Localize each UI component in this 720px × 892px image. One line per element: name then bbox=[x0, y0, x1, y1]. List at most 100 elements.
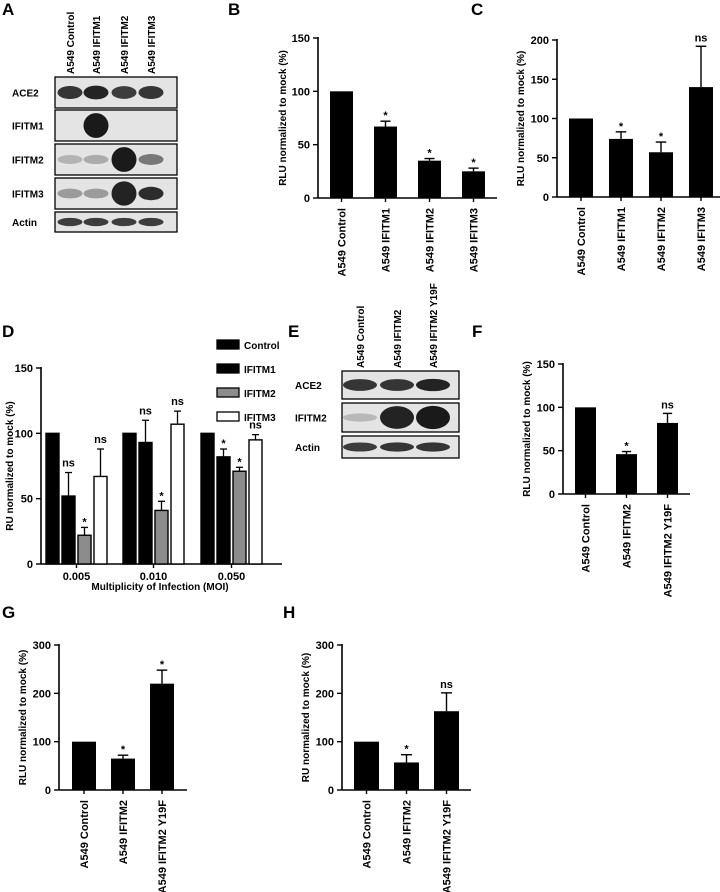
bar bbox=[462, 171, 485, 198]
bar bbox=[616, 454, 637, 494]
significance-label: * bbox=[624, 441, 629, 453]
lane-label: A549 IFITM2 Y19F bbox=[429, 283, 440, 368]
x-tick-label: A549 IFITM3 bbox=[469, 208, 481, 272]
y-tick-label: 50 bbox=[21, 494, 33, 506]
bar bbox=[232, 470, 247, 565]
blot-band bbox=[138, 217, 164, 227]
bar bbox=[418, 160, 441, 198]
legend-label: IFITM3 bbox=[244, 413, 276, 424]
significance-label: ns bbox=[171, 396, 184, 408]
x-tick-label: A549 IFITM2 bbox=[118, 800, 130, 864]
blot-row-label: IFITM1 bbox=[12, 122, 44, 133]
blot-band bbox=[57, 85, 83, 100]
bar bbox=[248, 439, 263, 565]
lane-label: A549 IFITM3 bbox=[147, 15, 158, 74]
western-blot-a: A549 Control A549 IFITM1 A549 IFITM2 A549 I… bbox=[12, 12, 178, 233]
x-tick-label: A549 IFITM2 bbox=[402, 800, 414, 864]
bar bbox=[122, 432, 137, 565]
bar bbox=[374, 126, 397, 198]
x-tick-label: A549 IFITM2 Y19F bbox=[442, 800, 454, 892]
bar bbox=[45, 432, 60, 565]
significance-label: ns bbox=[440, 679, 453, 691]
lane-label: A549 Control bbox=[66, 12, 77, 74]
x-tick-label: 0.050 bbox=[218, 571, 246, 583]
blot-band bbox=[57, 155, 83, 164]
blot-band bbox=[83, 113, 109, 138]
x-tick-label: A549 IFITM3 bbox=[696, 207, 708, 271]
bar bbox=[609, 138, 633, 197]
bar bbox=[111, 758, 135, 790]
bar bbox=[434, 711, 459, 790]
bar bbox=[689, 87, 713, 197]
blot-strip bbox=[54, 109, 178, 142]
western-blot-e: A549 Control A549 IFITM2 A549 IFITM2 Y19F A… bbox=[295, 283, 460, 459]
significance-label: * bbox=[619, 121, 624, 133]
y-tick-label: 50 bbox=[543, 446, 555, 458]
legend-swatch bbox=[216, 363, 240, 374]
y-tick-label: 200 bbox=[531, 35, 549, 47]
lane-label: A549 IFITM1 bbox=[92, 15, 103, 74]
bar bbox=[77, 534, 92, 565]
y-tick-label: 200 bbox=[316, 688, 334, 700]
x-tick-label: A549 IFITM1 bbox=[381, 208, 393, 272]
x-tick-label: A549 IFITM2 Y19F bbox=[157, 800, 169, 892]
significance-label: ns bbox=[139, 405, 152, 417]
panel-letter-b: B bbox=[228, 0, 240, 19]
bar-chart-h: 0 100 200 300 A549 Control * A549 IFITM2 ns A549… bbox=[301, 640, 471, 892]
blot-band bbox=[380, 442, 414, 452]
x-tick-label: A549 IFITM1 bbox=[616, 207, 628, 271]
panel-letter-e: E bbox=[288, 322, 299, 341]
y-axis-label: RLU normalized to mock (%) bbox=[522, 361, 533, 497]
blot-band bbox=[111, 86, 137, 99]
blot-row-label: Actin bbox=[295, 443, 320, 454]
y-axis-label: RU normalized to mock (%) bbox=[5, 401, 16, 530]
y-axis-label: RLU normalized to mock (%) bbox=[18, 650, 29, 786]
y-tick-label: 200 bbox=[33, 688, 51, 700]
bar-chart-g: 0 100 200 300 A549 Control * A549 IFITM2 * A549 … bbox=[18, 640, 187, 892]
bar-chart-c: 0 50 100 150 200 A549 Control * A549 IFITM1 * A54… bbox=[516, 32, 720, 275]
y-tick-label: 50 bbox=[298, 140, 310, 152]
y-tick-label: 0 bbox=[328, 785, 334, 797]
x-tick-label: A549 Control bbox=[79, 800, 91, 868]
y-tick-label: 0 bbox=[45, 785, 51, 797]
y-tick-label: 0 bbox=[543, 192, 549, 204]
x-tick-label: A549 IFITM2 Y19F bbox=[663, 504, 675, 598]
lane-label: A549 IFITM2 bbox=[393, 309, 404, 368]
y-tick-label: 100 bbox=[531, 114, 549, 126]
legend-label: IFITM1 bbox=[244, 365, 276, 376]
significance-label: * bbox=[159, 490, 164, 502]
blot-row-label: IFITM2 bbox=[295, 414, 327, 425]
grouped-bar-chart-d: 0 50 100 150 ns * ns 0.005 ns * ns 0.010 * * ns 0.050Mu… bbox=[5, 339, 282, 593]
bar bbox=[330, 91, 353, 198]
blot-band bbox=[380, 379, 414, 391]
x-tick-label: A549 Control bbox=[337, 208, 349, 276]
panel-letter-h: H bbox=[283, 603, 295, 622]
significance-label: * bbox=[160, 659, 165, 671]
blot-band bbox=[138, 85, 164, 100]
blot-band bbox=[416, 405, 450, 430]
blot-band bbox=[380, 406, 414, 429]
significance-label: * bbox=[383, 110, 388, 122]
legend-swatch bbox=[216, 387, 240, 398]
panel-letter-d: D bbox=[2, 322, 14, 341]
blot-band bbox=[83, 154, 109, 165]
bar bbox=[657, 422, 678, 494]
significance-label: * bbox=[121, 744, 126, 756]
bar bbox=[354, 741, 379, 790]
bar bbox=[154, 509, 169, 565]
significance-label: ns bbox=[62, 458, 75, 470]
lane-label: A549 Control bbox=[356, 306, 367, 368]
blot-band bbox=[111, 217, 137, 227]
x-tick-label: A549 Control bbox=[362, 800, 374, 868]
significance-label: * bbox=[471, 157, 476, 169]
y-tick-label: 100 bbox=[316, 737, 334, 749]
blot-band bbox=[416, 442, 450, 452]
x-tick-label: A549 IFITM2 bbox=[425, 208, 437, 272]
blot-band bbox=[343, 379, 377, 391]
panel-letter-f: F bbox=[472, 322, 482, 341]
y-tick-label: 150 bbox=[292, 33, 310, 45]
significance-label: ns bbox=[661, 399, 674, 411]
significance-label: ns bbox=[695, 32, 708, 44]
legend-swatch bbox=[216, 411, 240, 422]
bar bbox=[216, 456, 231, 565]
